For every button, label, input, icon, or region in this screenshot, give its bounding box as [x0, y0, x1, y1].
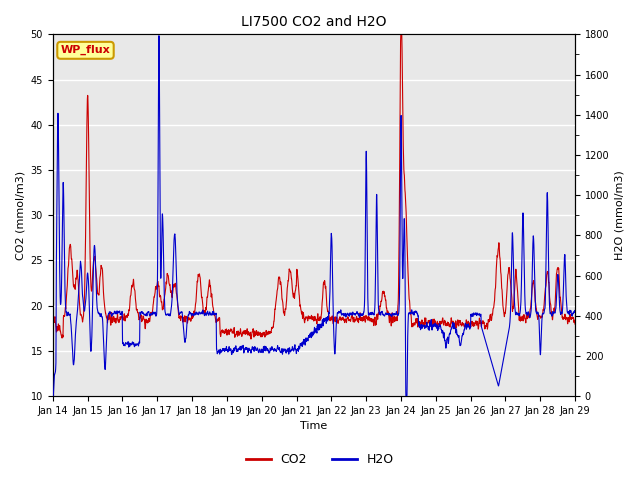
Legend: CO2, H2O: CO2, H2O [241, 448, 399, 471]
Text: WP_flux: WP_flux [61, 45, 110, 56]
X-axis label: Time: Time [300, 421, 328, 432]
Title: LI7500 CO2 and H2O: LI7500 CO2 and H2O [241, 15, 387, 29]
Y-axis label: H2O (mmol/m3): H2O (mmol/m3) [615, 170, 625, 260]
Y-axis label: CO2 (mmol/m3): CO2 (mmol/m3) [15, 171, 25, 260]
